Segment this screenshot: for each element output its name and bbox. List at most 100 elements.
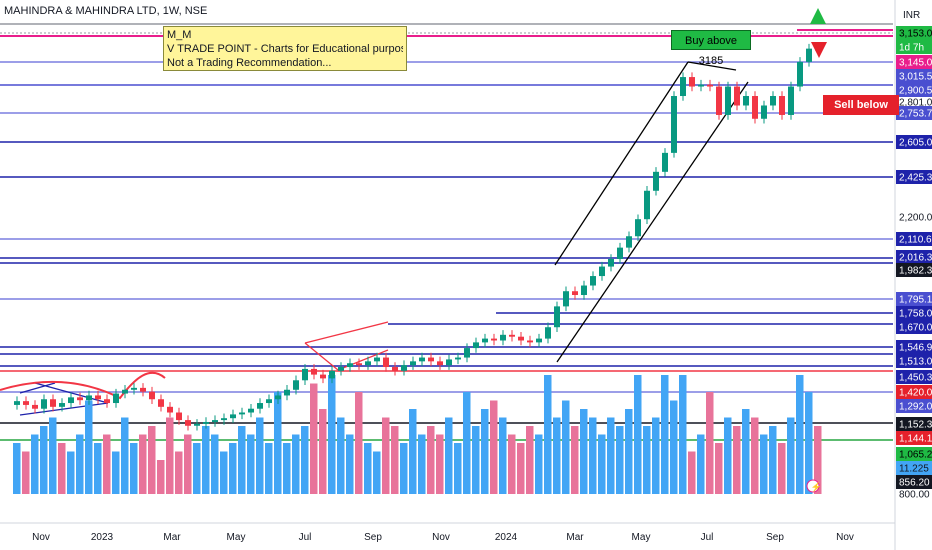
- volume-bar: [283, 443, 291, 494]
- candle-body: [59, 403, 65, 407]
- volume-bar: [148, 426, 156, 494]
- volume-bar: [319, 409, 327, 494]
- candle-body: [149, 391, 155, 400]
- volume-bar: [103, 434, 111, 494]
- volume-bar: [607, 417, 615, 494]
- price-tick-label: 2,016.35: [899, 253, 932, 264]
- volume-bar: [742, 409, 750, 494]
- candle-body: [527, 340, 533, 343]
- volume-bar: [130, 443, 138, 494]
- price-tick-label: 1,670.00: [899, 323, 932, 334]
- volume-bar: [166, 417, 174, 494]
- volume-bar: [715, 443, 723, 494]
- volume-bar: [562, 400, 570, 494]
- volume-bar: [517, 443, 525, 494]
- volume-bar: [796, 375, 804, 494]
- candle-body: [554, 306, 560, 328]
- price-tag: [896, 170, 932, 184]
- candle-body: [437, 361, 443, 366]
- candle-body: [140, 387, 146, 392]
- price-tick-label: 856.20: [899, 478, 930, 489]
- volume-bar: [778, 443, 786, 494]
- volume-bar: [94, 443, 102, 494]
- volume-bar: [769, 426, 777, 494]
- volume-bar: [706, 392, 714, 494]
- price-tick-label: 2,425.35: [899, 173, 932, 184]
- candle-body: [653, 171, 659, 191]
- candle-body: [95, 395, 101, 400]
- candle-body: [680, 77, 686, 97]
- price-tag: [896, 263, 932, 277]
- candle-body: [266, 399, 272, 404]
- volume-bar: [310, 383, 318, 494]
- curve-line: [0, 371, 166, 400]
- volume-bar: [814, 426, 822, 494]
- lightning-glyph: ⚡: [811, 481, 822, 493]
- candle-body: [239, 412, 245, 415]
- time-tick-label: May: [632, 532, 651, 543]
- price-tick-label: 1,144.10: [899, 434, 932, 445]
- candle-body: [77, 397, 83, 401]
- volume-bar: [499, 417, 507, 494]
- candle-body: [806, 48, 812, 62]
- candle-body: [545, 327, 551, 339]
- candle-body: [392, 367, 398, 371]
- volume-bar: [355, 392, 363, 494]
- time-tick-label: Mar: [163, 532, 181, 543]
- candle-body: [284, 389, 290, 396]
- support-resistance-lines: [0, 23, 893, 441]
- volume-bar: [229, 443, 237, 494]
- volume-bar: [211, 434, 219, 494]
- candle-body: [797, 61, 803, 87]
- trend-line: [304, 321, 389, 344]
- price-tick-label: 1d 7h: [899, 43, 924, 54]
- volume-bar: [364, 443, 372, 494]
- volume-bar: [58, 443, 66, 494]
- disclaimer-note: M_M V TRADE POINT - Charts for Education…: [163, 26, 407, 71]
- price-tag: [896, 55, 932, 69]
- candle-body: [185, 420, 191, 426]
- volume-bar: [121, 417, 129, 494]
- volume-bar: [256, 417, 264, 494]
- candle-body: [419, 357, 425, 362]
- volume-bar: [112, 451, 120, 494]
- candle-body: [23, 401, 29, 405]
- candle-body: [500, 334, 506, 341]
- volume-bar: [571, 426, 579, 494]
- candle-body: [716, 86, 722, 115]
- time-tick-label: Mar: [566, 532, 584, 543]
- down-arrow-icon: [811, 42, 827, 58]
- time-tick-label: Jul: [299, 532, 312, 543]
- price-tag: [896, 232, 932, 246]
- volume-bar: [535, 434, 543, 494]
- candle-body: [482, 338, 488, 343]
- price-tick-label: 1,982.30: [899, 266, 932, 277]
- volume-bar: [76, 434, 84, 494]
- time-tick-label: 2024: [495, 532, 518, 543]
- price-tick-label: 2,110.65: [899, 235, 932, 246]
- volume-bar: [220, 451, 228, 494]
- volume-bar: [625, 409, 633, 494]
- volume-bar: [544, 375, 552, 494]
- volume-bar: [22, 451, 30, 494]
- price-tag: [896, 292, 932, 306]
- candle-body: [509, 334, 515, 337]
- volume-bar: [373, 451, 381, 494]
- candle-body: [581, 285, 587, 296]
- volume-bar: [328, 375, 336, 494]
- candle-body: [365, 361, 371, 366]
- candle-body: [707, 84, 713, 87]
- candle-body: [212, 420, 218, 422]
- price-tag: [896, 447, 932, 461]
- volume-bar: [454, 443, 462, 494]
- volume-bar: [436, 434, 444, 494]
- price-tag: [896, 250, 932, 264]
- volume-bar: [724, 417, 732, 494]
- buy-signal-label: Buy above 3185: [671, 30, 751, 67]
- volume-bar: [751, 417, 759, 494]
- volume-bar: [787, 417, 795, 494]
- volume-bar: [265, 443, 273, 494]
- price-tag: [896, 385, 932, 399]
- candle-body: [203, 421, 209, 424]
